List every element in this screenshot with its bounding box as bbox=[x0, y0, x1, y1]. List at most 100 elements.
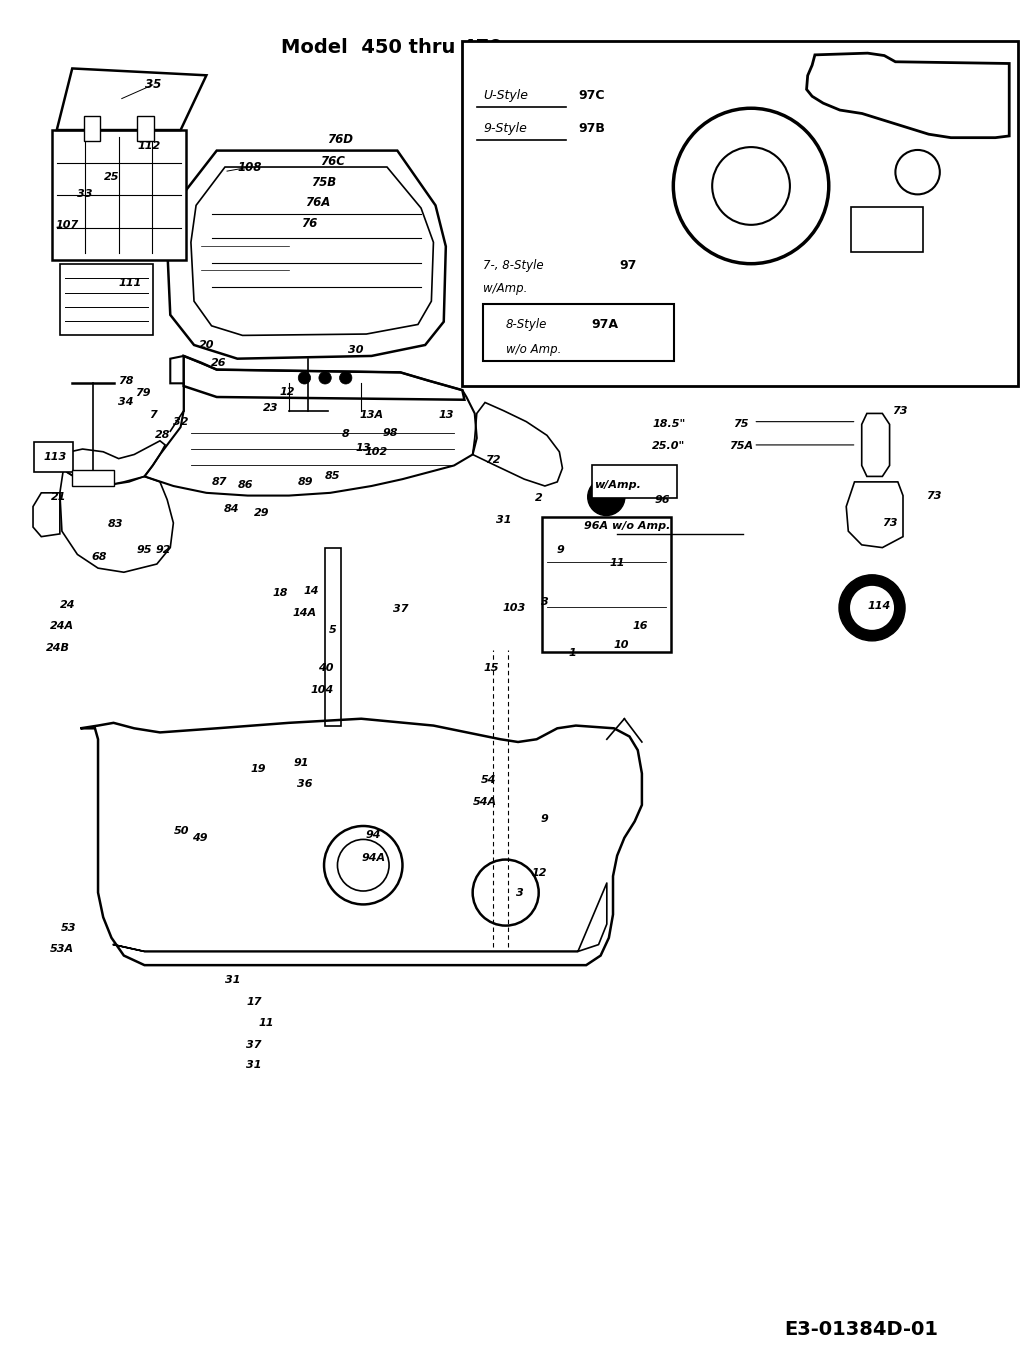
Text: 97C: 97C bbox=[578, 89, 605, 103]
Text: 91: 91 bbox=[293, 757, 310, 768]
Text: 54A: 54A bbox=[473, 797, 497, 808]
Text: 84: 84 bbox=[223, 504, 239, 515]
Text: 17: 17 bbox=[246, 997, 262, 1008]
Text: 50: 50 bbox=[173, 826, 190, 836]
Text: 53A: 53A bbox=[50, 943, 74, 954]
Text: 5: 5 bbox=[328, 624, 336, 635]
Text: 79: 79 bbox=[134, 387, 151, 398]
Text: 76A: 76A bbox=[305, 196, 330, 209]
Text: 75B: 75B bbox=[312, 175, 336, 189]
Text: Model  450 thru 479: Model 450 thru 479 bbox=[282, 38, 503, 57]
Text: 24A: 24A bbox=[50, 620, 74, 631]
Text: 76: 76 bbox=[301, 216, 318, 230]
Bar bbox=[52, 130, 186, 260]
Text: 114: 114 bbox=[868, 601, 891, 612]
Text: 18.5": 18.5" bbox=[652, 419, 685, 430]
Circle shape bbox=[340, 371, 352, 385]
Text: 72: 72 bbox=[485, 455, 502, 465]
Text: 29: 29 bbox=[254, 508, 270, 519]
Text: 3: 3 bbox=[541, 597, 549, 608]
Text: w/Amp.: w/Amp. bbox=[593, 479, 641, 490]
Text: 31: 31 bbox=[246, 1060, 262, 1071]
Bar bbox=[542, 517, 671, 652]
Text: 68: 68 bbox=[91, 552, 107, 563]
Text: 36: 36 bbox=[296, 779, 313, 790]
Text: 103: 103 bbox=[503, 602, 525, 613]
Text: 34: 34 bbox=[118, 397, 134, 408]
Text: 73: 73 bbox=[926, 490, 942, 501]
Text: 31: 31 bbox=[225, 975, 241, 986]
Text: 13A: 13A bbox=[359, 409, 384, 420]
Text: 16: 16 bbox=[632, 620, 648, 631]
Text: 85: 85 bbox=[324, 471, 341, 482]
Text: 25: 25 bbox=[103, 171, 120, 182]
Text: 9: 9 bbox=[556, 545, 565, 556]
Text: 76D: 76D bbox=[327, 133, 354, 146]
Text: 3: 3 bbox=[516, 887, 524, 898]
Text: 12: 12 bbox=[279, 386, 295, 397]
Text: 40: 40 bbox=[318, 663, 334, 674]
Text: 25.0": 25.0" bbox=[652, 441, 685, 452]
Text: 89: 89 bbox=[297, 476, 314, 487]
Text: 32: 32 bbox=[172, 416, 189, 427]
Text: 8-Style: 8-Style bbox=[506, 318, 547, 331]
Text: 92: 92 bbox=[155, 545, 171, 556]
Text: 96A w/o Amp.: 96A w/o Amp. bbox=[584, 520, 671, 531]
Text: 24: 24 bbox=[60, 600, 76, 611]
Text: w/o Amp.: w/o Amp. bbox=[506, 342, 561, 356]
Bar bbox=[137, 116, 154, 141]
Text: 75A: 75A bbox=[729, 441, 753, 452]
Text: 94: 94 bbox=[365, 830, 382, 841]
Text: 23: 23 bbox=[262, 402, 279, 413]
Text: 97B: 97B bbox=[578, 122, 605, 136]
Text: 87: 87 bbox=[212, 476, 228, 487]
Text: 1: 1 bbox=[569, 648, 577, 658]
Text: 14: 14 bbox=[303, 586, 320, 597]
Text: 11: 11 bbox=[609, 557, 625, 568]
Text: 24B: 24B bbox=[45, 642, 70, 653]
Text: 37: 37 bbox=[246, 1039, 262, 1050]
Text: 9: 9 bbox=[541, 813, 549, 824]
Bar bbox=[851, 207, 924, 252]
Text: 75: 75 bbox=[733, 419, 749, 430]
Bar bbox=[72, 470, 114, 486]
Text: 35: 35 bbox=[144, 78, 161, 92]
Text: 21: 21 bbox=[51, 491, 67, 502]
Bar bbox=[34, 442, 73, 472]
Text: 28: 28 bbox=[155, 430, 171, 441]
Text: 30: 30 bbox=[348, 345, 364, 356]
Text: 53: 53 bbox=[60, 923, 76, 934]
Text: 26: 26 bbox=[211, 357, 227, 368]
Text: 111: 111 bbox=[119, 278, 141, 289]
Text: 7: 7 bbox=[149, 409, 157, 420]
Text: 8: 8 bbox=[342, 428, 350, 439]
Text: 9-Style: 9-Style bbox=[483, 122, 527, 136]
Bar bbox=[462, 41, 1018, 386]
Bar bbox=[84, 116, 100, 141]
Text: 7-, 8-Style: 7-, 8-Style bbox=[483, 259, 544, 272]
Text: 73: 73 bbox=[881, 517, 898, 528]
Text: 31: 31 bbox=[495, 515, 512, 526]
Text: 96: 96 bbox=[654, 494, 671, 505]
Text: 10: 10 bbox=[613, 639, 630, 650]
Text: 19: 19 bbox=[250, 764, 266, 775]
Text: 107: 107 bbox=[56, 219, 78, 230]
Text: 97: 97 bbox=[619, 259, 637, 272]
Text: E3-01384D-01: E3-01384D-01 bbox=[784, 1320, 939, 1339]
Text: 104: 104 bbox=[311, 684, 333, 695]
Text: 14A: 14A bbox=[292, 608, 317, 619]
Text: 12: 12 bbox=[531, 868, 548, 879]
Text: 33: 33 bbox=[76, 189, 93, 200]
Text: 102: 102 bbox=[364, 446, 387, 457]
Text: 20: 20 bbox=[198, 340, 215, 350]
Bar bbox=[592, 465, 677, 498]
Text: 13: 13 bbox=[438, 409, 454, 420]
Text: 15: 15 bbox=[483, 663, 499, 674]
Text: 112: 112 bbox=[138, 141, 161, 152]
Text: 98: 98 bbox=[382, 427, 398, 438]
Bar bbox=[483, 304, 674, 361]
Text: 95: 95 bbox=[136, 545, 153, 556]
Text: 83: 83 bbox=[107, 519, 124, 530]
Text: 49: 49 bbox=[192, 832, 208, 843]
Text: 73: 73 bbox=[892, 405, 908, 416]
